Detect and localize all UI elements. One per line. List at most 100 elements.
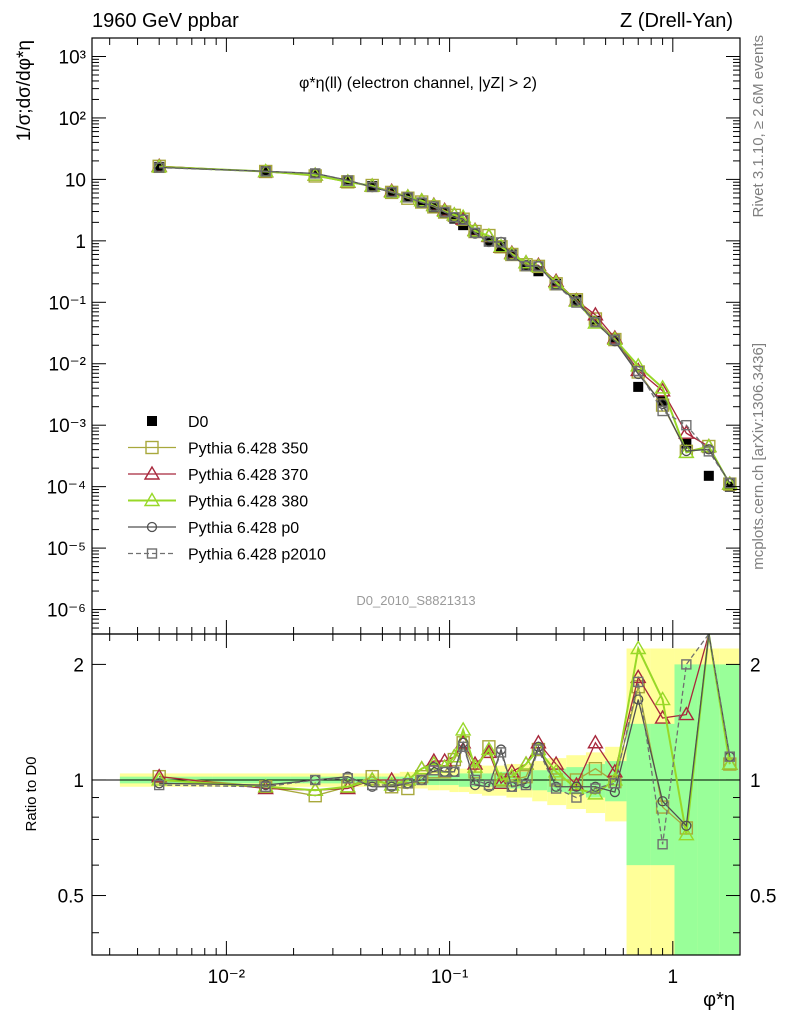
- ratio-line: [159, 632, 731, 845]
- data-point: [703, 470, 714, 481]
- ratio-point: [413, 760, 430, 775]
- data-point: [681, 445, 692, 457]
- data-point: [439, 208, 450, 219]
- legend-marker: [146, 521, 158, 533]
- data-point: [437, 205, 452, 219]
- ratio-point: [571, 781, 582, 792]
- data-point: [449, 213, 460, 224]
- data-point: [520, 260, 532, 272]
- ratio-band-green: [674, 664, 698, 955]
- plot-series: [92, 157, 740, 850]
- ratio-point: [678, 706, 695, 721]
- ratio-uncertainty-bands: [119, 648, 740, 955]
- header-right: Z (Drell-Yan): [620, 10, 733, 32]
- ratio-point: [657, 839, 668, 850]
- data-point: [678, 424, 695, 439]
- data-point: [506, 250, 518, 261]
- x-axis-label: φ*η: [703, 989, 735, 1011]
- data-point: [571, 297, 582, 308]
- data-point: [402, 192, 414, 203]
- data-point: [342, 175, 354, 186]
- ratio-series-5: [153, 632, 735, 850]
- ratio-point: [339, 778, 357, 793]
- ratio-point: [630, 669, 647, 684]
- ratio-point: [386, 779, 397, 791]
- ratio-band-green: [697, 664, 720, 955]
- legend-entry: Pythia 6.428 p2010: [128, 547, 326, 564]
- ratio-point: [480, 741, 498, 756]
- ratio-tick-label: 2: [750, 655, 761, 676]
- data-point: [703, 446, 715, 457]
- ratio-point: [550, 783, 562, 794]
- ratio-point: [547, 755, 565, 770]
- data-point: [609, 334, 621, 346]
- legend: D0 Pythia 6.428 350 Pythia 6.428 370 Pythia…: [128, 414, 326, 564]
- ratio-point: [609, 778, 621, 789]
- data-point: [587, 314, 604, 329]
- y-tick-label: 10⁻⁴: [47, 478, 86, 499]
- legend-entry: Pythia 6.428 350: [128, 441, 308, 458]
- ratio-tick-label: 1: [750, 771, 761, 792]
- x-tick-label: 1: [668, 967, 679, 988]
- series-line: [159, 165, 731, 485]
- data-point: [153, 162, 165, 173]
- ratio-tick-label: 0.5: [58, 887, 84, 908]
- ratio-point: [454, 721, 472, 736]
- data-point: [590, 316, 601, 328]
- header-left: 1960 GeV ppbar: [92, 10, 239, 32]
- x-tick-label: 10⁻²: [208, 967, 246, 988]
- legend-marker: [147, 416, 157, 426]
- ratio-line: [159, 633, 731, 828]
- ratio-point: [150, 771, 168, 786]
- watermark: D0_2010_S8821313: [356, 593, 475, 608]
- ratio-point: [366, 779, 378, 791]
- ratio-point: [401, 781, 415, 796]
- ratio-point: [425, 755, 443, 770]
- ratio-point: [416, 774, 427, 786]
- data-point: [428, 203, 439, 214]
- data-point: [681, 419, 692, 431]
- series-5: [153, 162, 735, 489]
- data-point: [657, 395, 668, 406]
- data-point: [260, 166, 271, 177]
- data-point: [681, 438, 692, 449]
- ratio-tick-label: 1: [73, 771, 84, 792]
- legend-marker: [143, 492, 161, 507]
- data-point: [428, 201, 440, 212]
- ratio-band-green: [626, 723, 651, 866]
- rivet-label: Rivet 3.1.10, ≥ 2.6M events: [750, 35, 767, 218]
- data-point: [533, 261, 544, 272]
- ratio-point: [492, 771, 510, 786]
- ratio-point: [457, 741, 469, 753]
- y-tick-label: 10⁻¹: [49, 293, 87, 314]
- ratio-point: [654, 691, 671, 706]
- ratio-point: [678, 826, 695, 841]
- data-point: [654, 382, 671, 397]
- data-point: [678, 444, 695, 459]
- y-tick-label: 10³: [59, 47, 86, 68]
- data-point: [386, 186, 397, 198]
- ratio-point: [306, 781, 324, 796]
- data-point: [469, 227, 481, 239]
- data-point: [657, 405, 668, 417]
- axis-ticks: 10⁻² 10⁻¹ 1 10⁻⁶ 10⁻⁵ 10⁻⁴ 10⁻³ 10⁻² 10⁻¹ 1 10 10² 1…: [47, 37, 776, 988]
- ratio-point: [547, 763, 565, 778]
- y-axis-label: 1/σ;dσ/dφ*η: [14, 40, 35, 141]
- legend-entry: Pythia 6.428 370: [128, 465, 308, 484]
- legend-label: Pythia 6.428 350: [188, 441, 308, 458]
- ratio-point: [590, 783, 601, 794]
- ratio-point: [506, 781, 518, 792]
- legend-marker: [145, 440, 159, 455]
- chart-title: φ*η(ll) (electron channel, |yZ| > 2): [299, 75, 537, 92]
- ratio-point: [587, 734, 604, 749]
- y-tick-label: 10²: [59, 109, 86, 130]
- data-point: [310, 168, 321, 179]
- data-point: [633, 366, 644, 377]
- plot-frames: [91, 37, 741, 956]
- ratio-point: [721, 755, 739, 770]
- ratio-point: [402, 778, 414, 789]
- y-tick-label: 10⁻⁵: [47, 539, 86, 560]
- data-point: [416, 197, 427, 208]
- ratio-point: [517, 755, 535, 770]
